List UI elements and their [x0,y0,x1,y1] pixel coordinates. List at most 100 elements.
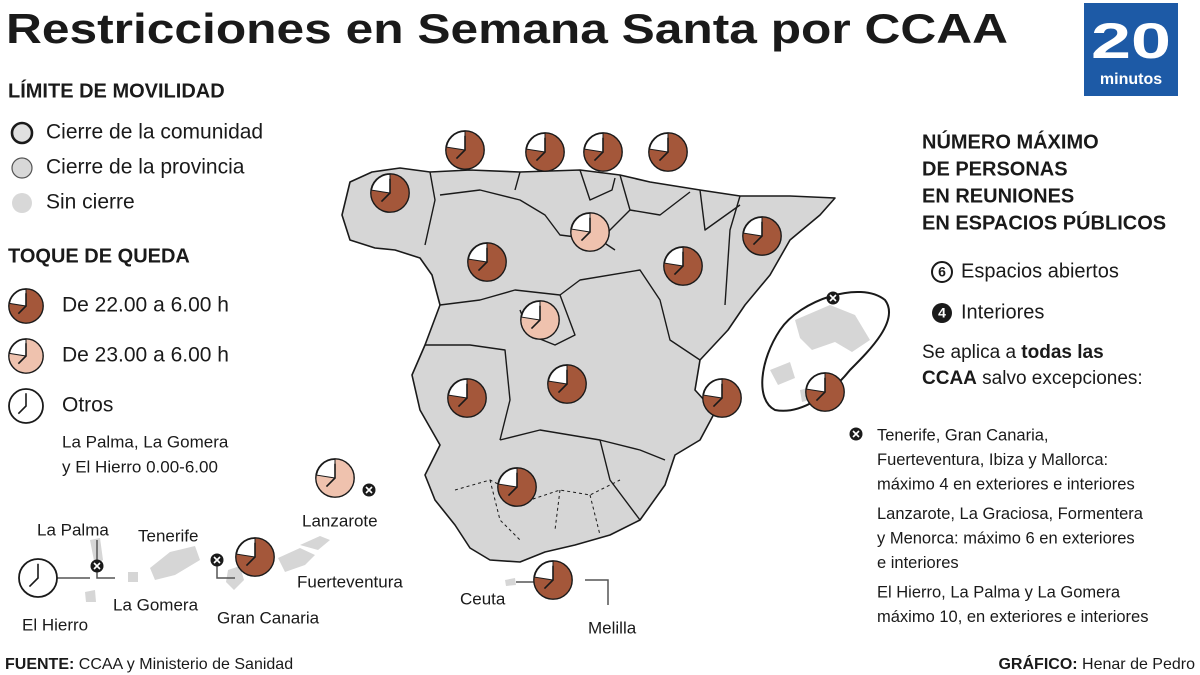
source: FUENTE: CCAA y Ministerio de Sanidad [5,656,293,673]
clock-hands [543,565,554,590]
clock-sector [702,378,742,418]
clock-sector [520,300,560,340]
clock-sector [497,467,537,507]
exception-text: y Menorca: máximo 6 en exteriores [877,529,1135,547]
clock-hands [752,221,763,246]
ceuta [505,578,516,586]
clock-icon [583,132,623,172]
credit: GRÁFICO: Henar de Pedro [998,654,1195,673]
clock-sector [447,378,487,418]
place-label: Melilla [588,618,637,637]
clock-icon [8,388,44,424]
region-borders [424,169,741,541]
exception-text: El Hierro, La Palma y La Gomera [877,583,1121,601]
legend-title: TOQUE DE QUEDA [8,245,190,267]
credit-label: GRÁFICO: [998,654,1077,673]
legend-label: Otros [62,394,113,417]
clock-sector [525,132,565,172]
exception-text: Fuerteventura, Ibiza y Mallorca: [877,451,1108,469]
clock-icon [742,216,782,256]
clock-hands [593,137,604,162]
logo-box [1084,3,1178,96]
clock-hands [535,137,546,162]
leader-lines [57,540,609,605]
clock-hands [17,393,27,415]
place-label: La Palma [37,520,109,539]
exception-text: máximo 10, en exteriores e interiores [877,608,1148,626]
clock-hands [673,251,684,276]
legend-symbol [10,121,34,145]
rule-part: todas las [1021,342,1103,363]
clock-hands [17,343,27,365]
clock-sector [648,132,688,172]
rule-line: Se aplica a todas las [922,342,1104,363]
balearic-outline [761,291,891,412]
indoor-number: 4 [938,305,946,321]
clock-icon [8,338,44,374]
open-label: Espacios abiertos [961,260,1119,282]
clock-icon [663,246,703,286]
clock-icon [805,372,845,412]
clock-hands [28,563,39,588]
clock-icon [370,173,410,213]
exception-text: e interiores [877,554,959,572]
clock-sector [370,173,410,213]
clock-hands [658,137,669,162]
legend-note: y El Hierro 0.00-6.00 [62,457,218,476]
clock-icon [648,132,688,172]
clock-sector [570,212,610,252]
clock-icon [547,364,587,404]
clock-icon [445,130,485,170]
source-text: CCAA y Ministerio de Sanidad [74,656,293,673]
clock-hands [815,377,826,402]
legend-symbol [12,193,32,213]
clock-icon [447,378,487,418]
legend-label: De 23.00 a 6.00 h [62,344,229,367]
clock-hands [380,178,391,203]
place-label: El Hierro [22,615,88,634]
legend-label: Cierre de la comunidad [46,121,263,144]
clock-sector [235,537,275,577]
rule-part: Se aplica a [922,342,1021,363]
clock-hands [507,472,518,497]
clock-hands [245,542,256,567]
clock-sector [315,458,355,498]
clock-sector [805,372,845,412]
clock-sector [533,560,573,600]
clock-hands [557,369,568,394]
exception-cross [829,294,837,302]
indoor-symbol [932,303,952,323]
clock-icon [525,132,565,172]
clock-sector [742,216,782,256]
place-label: Lanzarote [302,511,378,530]
place-label: Gran Canaria [217,608,320,627]
place-label: Fuerteventura [297,572,403,591]
exception-text: Lanzarote, La Graciosa, Formentera [877,505,1144,523]
clock-icon [235,537,275,577]
clock-sector [547,364,587,404]
clock-hands [477,247,488,272]
meetings-title: NÚMERO MÁXIMO [922,129,1099,153]
clock-icon [533,560,573,600]
clock-icon [702,378,742,418]
rule-part: CCAA [922,368,977,389]
legend-title: LÍMITE DE MOVILIDAD [8,79,225,102]
spain-mainland [341,167,836,563]
clock-icon [315,458,355,498]
clock-hands [457,383,468,408]
clock-sector [445,130,485,170]
clock-icon [520,300,560,340]
clock-icon [570,212,610,252]
source-label: FUENTE: [5,656,74,673]
open-symbol [931,261,953,283]
clock-hands [325,463,336,488]
clock-icon [8,288,44,324]
meetings-title: EN ESPACIOS PÚBLICOS [922,210,1166,234]
map [85,167,891,602]
logo-text: minutos [1100,71,1162,88]
title: Restricciones en Semana Santa por CCAA [6,5,1008,52]
legend-symbol [11,157,33,179]
clock-icon [18,558,58,598]
